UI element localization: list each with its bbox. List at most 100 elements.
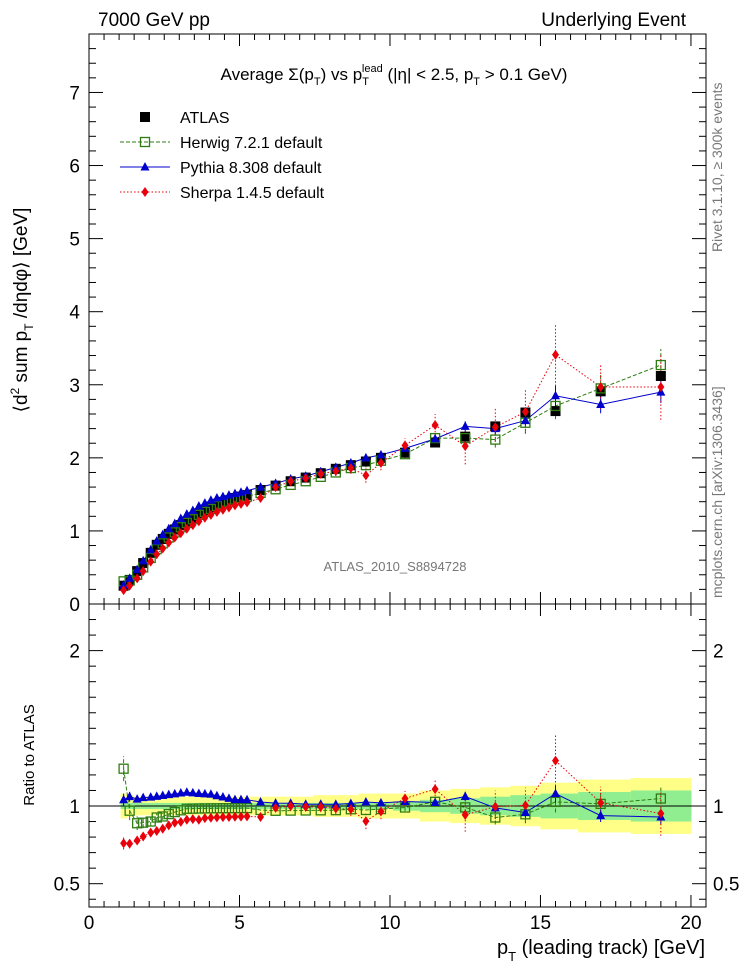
ratio-y-tick-label-right: 0.5 <box>713 875 739 896</box>
atlas-point <box>205 502 216 513</box>
herwig-ratio-point <box>169 806 180 818</box>
pythia-point <box>346 457 356 467</box>
pythia-point <box>551 390 561 400</box>
sherpa-ratio-point <box>461 809 469 820</box>
atlas-point <box>199 505 210 516</box>
atlas-point <box>360 456 371 467</box>
y-tick-label: 1 <box>69 522 80 543</box>
y-tick-label: 4 <box>69 303 80 324</box>
herwig-ratio-point <box>175 805 186 816</box>
sherpa-point <box>120 585 128 596</box>
pythia-line <box>123 391 661 586</box>
sherpa-point <box>461 441 469 452</box>
sherpa-ratio-point <box>552 755 560 766</box>
sherpa-point <box>177 528 185 539</box>
sherpa-point <box>431 419 439 430</box>
pythia-point <box>361 452 371 462</box>
atlas-point <box>223 495 234 506</box>
pythia-point <box>242 485 252 495</box>
pythia-ratio-point <box>430 797 440 806</box>
y-tick-label: 5 <box>69 230 80 251</box>
sherpa-point <box>491 422 499 433</box>
x-tick-label: 5 <box>234 913 245 934</box>
y-tick-label: 2 <box>69 449 80 470</box>
pythia-point <box>596 399 606 408</box>
sherpa-ratio-point <box>195 814 203 825</box>
sherpa-point <box>317 468 325 479</box>
side-label-top: Rivet 3.1.10, ≥ 300k events <box>709 82 725 252</box>
atlas-point <box>169 524 180 535</box>
herwig-ratio-point <box>157 811 168 822</box>
pythia-ratio-point <box>271 798 281 807</box>
sherpa-ratio-point <box>120 838 128 849</box>
header-left: 7000 GeV pp <box>98 10 210 31</box>
atlas-point <box>181 516 192 527</box>
herwig-ratio-point <box>655 793 667 804</box>
sherpa-ratio-point <box>302 801 310 812</box>
sherpa-point <box>243 497 251 508</box>
atlas-point <box>229 493 240 504</box>
pythia-ratio-point <box>182 787 192 796</box>
pythia-ratio-point <box>119 794 129 804</box>
atlas-point <box>163 528 174 539</box>
herwig-point <box>550 400 561 412</box>
sherpa-point <box>207 509 215 520</box>
legend-label-herwig: Herwig 7.2.1 default <box>180 135 323 152</box>
sherpa-ratio-point <box>491 801 499 812</box>
main-panel-marks <box>118 323 667 596</box>
y-axis-label: ⟨d2 sum pT /dηdφ⟩ [GeV] <box>8 208 36 413</box>
sherpa-ratio-point <box>171 817 179 828</box>
pythia-ratio-point <box>194 788 204 797</box>
pythia-point <box>146 544 156 554</box>
sherpa-point <box>219 504 227 515</box>
legend-label-pythia: Pythia 8.308 default <box>180 160 322 177</box>
pythia-point <box>164 523 174 533</box>
pythia-ratio-point <box>236 794 246 804</box>
pythia-ratio-point <box>200 788 210 798</box>
x-tick-label: 20 <box>680 913 701 934</box>
y-tick-label: 0 <box>69 595 80 616</box>
pythia-ratio-point <box>125 791 135 801</box>
herwig-ratio-point <box>550 796 561 808</box>
herwig-ratio-point <box>429 796 441 807</box>
sherpa-ratio-point <box>237 811 245 822</box>
pythia-ratio-point <box>188 787 198 797</box>
sherpa-ratio-point <box>377 806 385 817</box>
pythia-ratio-point <box>256 797 266 806</box>
sherpa-ratio-point <box>225 811 233 822</box>
sherpa-point <box>401 440 409 451</box>
pythia-ratio-point <box>218 792 228 801</box>
sherpa-ratio-point <box>219 812 227 823</box>
sherpa-ratio-point <box>153 825 161 836</box>
plot-title: Average Σ(pT) vs pTlead (|η| < 2.5, pT >… <box>221 63 568 88</box>
sherpa-ratio-point <box>521 800 529 811</box>
sherpa-point <box>237 498 245 509</box>
herwig-point <box>490 434 501 445</box>
herwig-line <box>123 364 662 582</box>
atlas-point <box>211 499 222 510</box>
herwig-ratio-point <box>138 817 149 828</box>
pythia-point <box>119 580 129 589</box>
herwig-ratio-point <box>124 805 135 816</box>
pythia-ratio-point <box>138 792 148 802</box>
herwig-ratio-point <box>163 808 174 820</box>
sherpa-point <box>201 512 209 523</box>
pythia-ratio-point <box>242 794 252 804</box>
pythia-point <box>460 421 470 430</box>
y-tick-label: 3 <box>69 376 80 397</box>
pythia-point <box>125 573 135 582</box>
sherpa-point <box>147 556 155 567</box>
ratio-frame <box>88 603 707 908</box>
sherpa-ratio-point <box>159 823 167 834</box>
pythia-point <box>206 495 216 504</box>
x-axis-label: pT (leading track) [GeV] <box>497 937 705 964</box>
pythia-ratio-point <box>230 794 240 804</box>
sherpa-ratio-point <box>597 797 605 808</box>
herwig-point <box>655 359 667 371</box>
sherpa-ratio-point <box>183 814 191 825</box>
ratio-y-tick-label: 1 <box>69 797 80 818</box>
herwig-ratio-point <box>187 803 198 814</box>
sherpa-ratio-point <box>317 801 325 812</box>
sherpa-point <box>126 580 134 591</box>
herwig-ratio-point <box>118 763 129 774</box>
